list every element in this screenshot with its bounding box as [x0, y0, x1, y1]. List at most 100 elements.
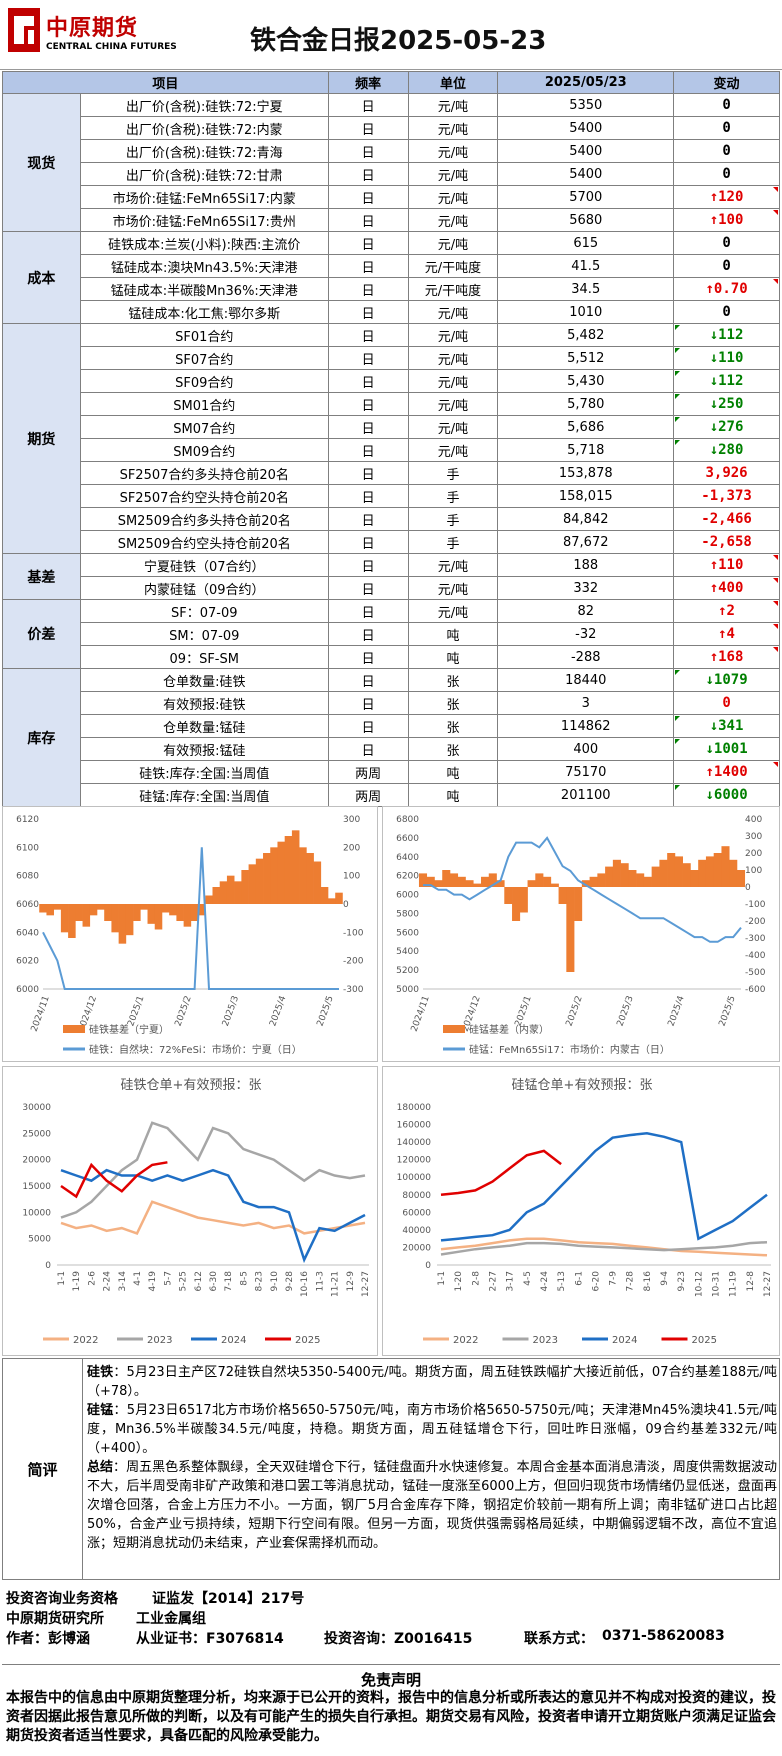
value-cell: 87,672 — [497, 530, 675, 554]
basis-area-bar — [96, 904, 105, 910]
frequency-cell: 两周 — [327, 760, 409, 784]
x-tick-label: 8-23 — [255, 1271, 265, 1291]
table-row: 硅铁:库存:全国:当周值 两周吨 75170 ↑1400 — [3, 760, 780, 784]
x-tick-label: 1-20 — [454, 1271, 464, 1292]
header-frequency: 频率 — [327, 71, 409, 94]
y-right-tick-label: -100 — [745, 900, 766, 910]
value-cell: 5400 — [497, 116, 675, 140]
basis-area-bar — [496, 880, 505, 887]
up-arrow-icon: ↑ — [718, 626, 727, 642]
frequency-cell: 日 — [327, 622, 409, 646]
y-tick-label: 100000 — [397, 1173, 432, 1183]
value-cell: 5,512 — [497, 346, 675, 370]
unit-cell: 元/吨 — [407, 553, 499, 577]
y-right-tick-label: 100 — [343, 872, 360, 882]
y-left-tick-label: 6020 — [16, 957, 39, 967]
x-tick-label: 7-28 — [626, 1271, 636, 1292]
table-row: SM2509合约空头持仓前20名日手 87,672 -2,658 — [3, 530, 780, 554]
x-tick-label: 9-10 — [270, 1271, 280, 1292]
value-cell: -288 — [497, 645, 675, 669]
value-cell: 5400 — [497, 139, 675, 163]
change-cell: ↑100 — [673, 208, 780, 232]
value-cell: 5350 — [497, 93, 675, 117]
commentary-label: 简评 — [3, 1359, 83, 1579]
value-cell: 615 — [497, 231, 675, 255]
basis-area-bar — [154, 904, 163, 930]
y-left-tick-label: 5000 — [396, 985, 419, 995]
unit-cell: 元/吨 — [407, 162, 499, 186]
qualification-value: 证监发【2014】217号 — [152, 1591, 305, 1607]
change-cell: -2,658 — [673, 530, 780, 554]
item-cell: 市场价:硅锰:FeMn65Si17:内蒙 — [79, 185, 329, 209]
commentary-summary: 总结：周五黑色系整体飘绿，全天双硅增仓下行，锰硅盘面升水快速修复。本周合金基本面… — [87, 1460, 777, 1551]
value-cell: 5400 — [497, 162, 675, 186]
basis-area-bar — [176, 904, 184, 921]
basis-area-bar — [721, 846, 730, 887]
y-tick-label: 30000 — [22, 1103, 51, 1113]
x-tick-label: 12-9 — [346, 1271, 356, 1292]
value-cell: 5,780 — [497, 392, 675, 416]
y-right-tick-label: -400 — [745, 951, 766, 961]
value-cell: 5700 — [497, 185, 675, 209]
x-tick-label: 2025/1 — [514, 995, 534, 1028]
basis-area-bar — [449, 873, 459, 887]
y-tick-label: 140000 — [397, 1138, 432, 1148]
x-tick-label: 9-28 — [285, 1271, 295, 1292]
item-cell: 有效预报:锰硅 — [79, 737, 329, 761]
x-tick-label: 9-4 — [660, 1271, 670, 1286]
basis-area-bar — [519, 887, 528, 913]
table-header-row: 项目 频率 单位 2025/05/23 变动 — [2, 71, 780, 94]
table-row: 出厂价(含税):硅铁:72:内蒙日元/吨 5400 0 — [3, 116, 780, 140]
unit-cell: 元/吨 — [407, 231, 499, 255]
basis-area-bar — [535, 873, 544, 887]
basis-area-bar — [736, 870, 746, 887]
chart-sf-basis: 6000 6020 6040 6060 6080 6100 6120 -300 -200 -100… — [2, 806, 378, 1062]
x-tick-label: 2025/4 — [667, 994, 687, 1027]
unit-cell: 元/吨 — [407, 116, 499, 140]
basis-area-bar — [82, 904, 91, 927]
basis-area-bar — [612, 859, 621, 887]
table-row: SM：07-09 日吨 -32 ↑4 — [3, 622, 780, 646]
item-cell: 仓单数量:硅铁 — [79, 668, 329, 692]
x-tick-label: 1-1 — [437, 1271, 447, 1286]
x-tick-label: 2024/11 — [30, 995, 52, 1034]
basis-area-bar — [111, 904, 119, 933]
y-tick-label: 5000 — [28, 1235, 51, 1245]
y-left-tick-label: 5800 — [396, 909, 419, 919]
consult-id: 投资咨询：Z0016415 — [324, 1631, 473, 1647]
down-arrow-icon: ↓ — [709, 396, 719, 412]
x-tick-label: 5-13 — [557, 1271, 567, 1291]
up-arrow-icon: ↑ — [705, 764, 714, 780]
legend-label: 2022 — [73, 1335, 98, 1346]
unit-cell: 元/吨 — [407, 346, 499, 370]
x-tick-label: 7-9 — [609, 1271, 619, 1286]
series-line-2022 — [440, 1237, 768, 1257]
y-tick-label: 80000 — [402, 1191, 431, 1201]
basis-area-bar — [46, 904, 54, 916]
frequency-cell: 日 — [327, 645, 409, 669]
change-cell: 0 — [673, 93, 780, 117]
basis-area-bar — [140, 904, 148, 910]
change-value: 1079 — [713, 672, 748, 688]
change-cell: ↑110 — [673, 553, 780, 577]
y-left-tick-label: 5400 — [396, 947, 419, 957]
value-cell: 3 — [497, 691, 675, 715]
item-cell: 出厂价(含税):硅铁:72:宁夏 — [79, 93, 329, 117]
value-cell: 5,686 — [497, 415, 675, 439]
chart-sf-warrants: 硅铁仓单+有效预报：张 0 5000 10000 15000 20000 25000 3000… — [2, 1066, 378, 1356]
x-tick-label: 12-27 — [361, 1271, 371, 1297]
frequency-cell: 日 — [327, 254, 409, 278]
x-tick-label: 10-31 — [712, 1271, 722, 1297]
change-value: 0 — [722, 143, 731, 159]
x-tick-label: 12-8 — [746, 1271, 756, 1292]
change-cell: 3,926 — [673, 461, 780, 485]
logo-chinese-name: 中原期货 — [46, 16, 139, 41]
value-cell: 41.5 — [497, 254, 675, 278]
basis-area-bar — [118, 904, 127, 944]
series-line-2024 — [60, 1168, 366, 1264]
x-tick-label: 5-7 — [163, 1271, 173, 1286]
basis-area-bar — [605, 866, 614, 887]
basis-area-bar — [68, 904, 76, 938]
y-right-tick-label: 0 — [343, 900, 349, 910]
y-left-tick-label: 6060 — [16, 900, 39, 910]
